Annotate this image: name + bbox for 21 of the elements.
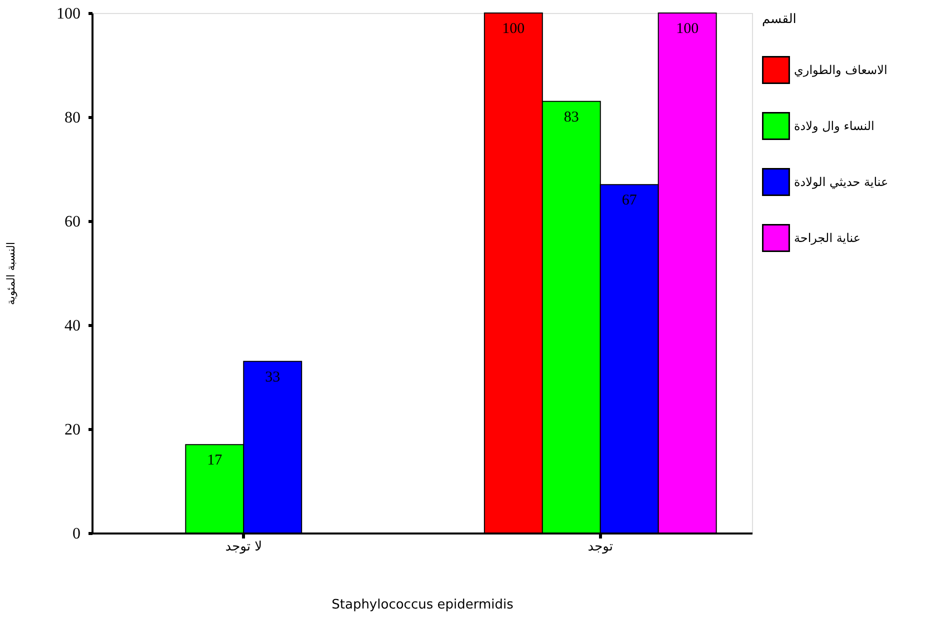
- data-label: 100: [502, 21, 525, 37]
- legend-label: النساء وال ولادة: [794, 119, 874, 133]
- data-label: 67: [622, 192, 638, 209]
- legend-label: عناية الجراحة: [794, 231, 861, 245]
- legend-label: الاسعاف والطواري: [794, 63, 888, 77]
- data-label: 100: [676, 21, 699, 37]
- y-tick-label: 0: [72, 526, 80, 542]
- x-axis-title: Staphylococcus epidermidis: [332, 598, 514, 612]
- data-label: 83: [564, 109, 579, 126]
- y-axis-title: النسبة المئوية: [4, 242, 18, 305]
- y-tick-label: 20: [64, 422, 80, 438]
- data-label: 17: [207, 452, 223, 469]
- y-tick-label: 60: [64, 214, 80, 230]
- data-label: 33: [265, 369, 280, 386]
- y-tick-label: 40: [64, 318, 80, 334]
- x-tick-label: لا توجد: [225, 540, 262, 554]
- y-tick-label: 80: [64, 110, 80, 126]
- legend-title: القسم: [762, 12, 796, 27]
- legend-label: عناية حديثي الولادة: [794, 175, 888, 189]
- y-tick-label: 100: [56, 6, 80, 22]
- x-tick-label: توجد: [588, 540, 614, 554]
